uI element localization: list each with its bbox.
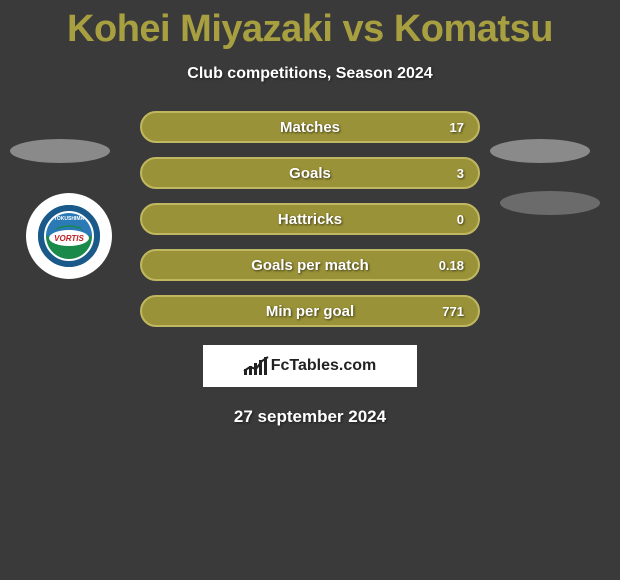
brand-logo-text: FcTables.com (271, 357, 377, 375)
stat-row: Hattricks 0 (140, 203, 480, 235)
player-right-placeholder-2 (500, 191, 600, 215)
brand-logo-trendline (242, 355, 270, 375)
brand-logo-icon (244, 357, 267, 375)
stat-value: 0.18 (439, 258, 464, 273)
page-title: Kohei Miyazaki vs Komatsu (0, 0, 620, 51)
team-badge-logo: TOKUSHIMA VORTIS (38, 205, 100, 267)
player-left-placeholder (10, 139, 110, 163)
svg-text:TOKUSHIMA: TOKUSHIMA (54, 216, 85, 222)
team-badge: TOKUSHIMA VORTIS (26, 193, 112, 279)
stat-label: Hattricks (278, 211, 342, 228)
stat-row: Min per goal 771 (140, 295, 480, 327)
stat-row: Matches 17 (140, 111, 480, 143)
brand-logo-box: FcTables.com (203, 345, 417, 387)
stat-value: 17 (450, 120, 464, 135)
brand-logo: FcTables.com (244, 357, 377, 375)
stat-value: 771 (442, 304, 464, 319)
stat-label: Min per goal (266, 303, 354, 320)
stat-row: Goals per match 0.18 (140, 249, 480, 281)
stat-value: 3 (457, 166, 464, 181)
stat-value: 0 (457, 212, 464, 227)
player-right-placeholder-1 (490, 139, 590, 163)
stat-label: Goals (289, 165, 331, 182)
stat-row: Goals 3 (140, 157, 480, 189)
date-text: 27 september 2024 (0, 407, 620, 427)
content-area: TOKUSHIMA VORTIS Matches 17 Goals 3 Hattrick… (0, 111, 620, 427)
stats-container: Matches 17 Goals 3 Hattricks 0 Goals per match… (140, 111, 480, 327)
stat-label: Matches (280, 119, 340, 136)
subtitle: Club competitions, Season 2024 (0, 65, 620, 83)
svg-text:VORTIS: VORTIS (54, 234, 84, 243)
stat-label: Goals per match (251, 257, 369, 274)
